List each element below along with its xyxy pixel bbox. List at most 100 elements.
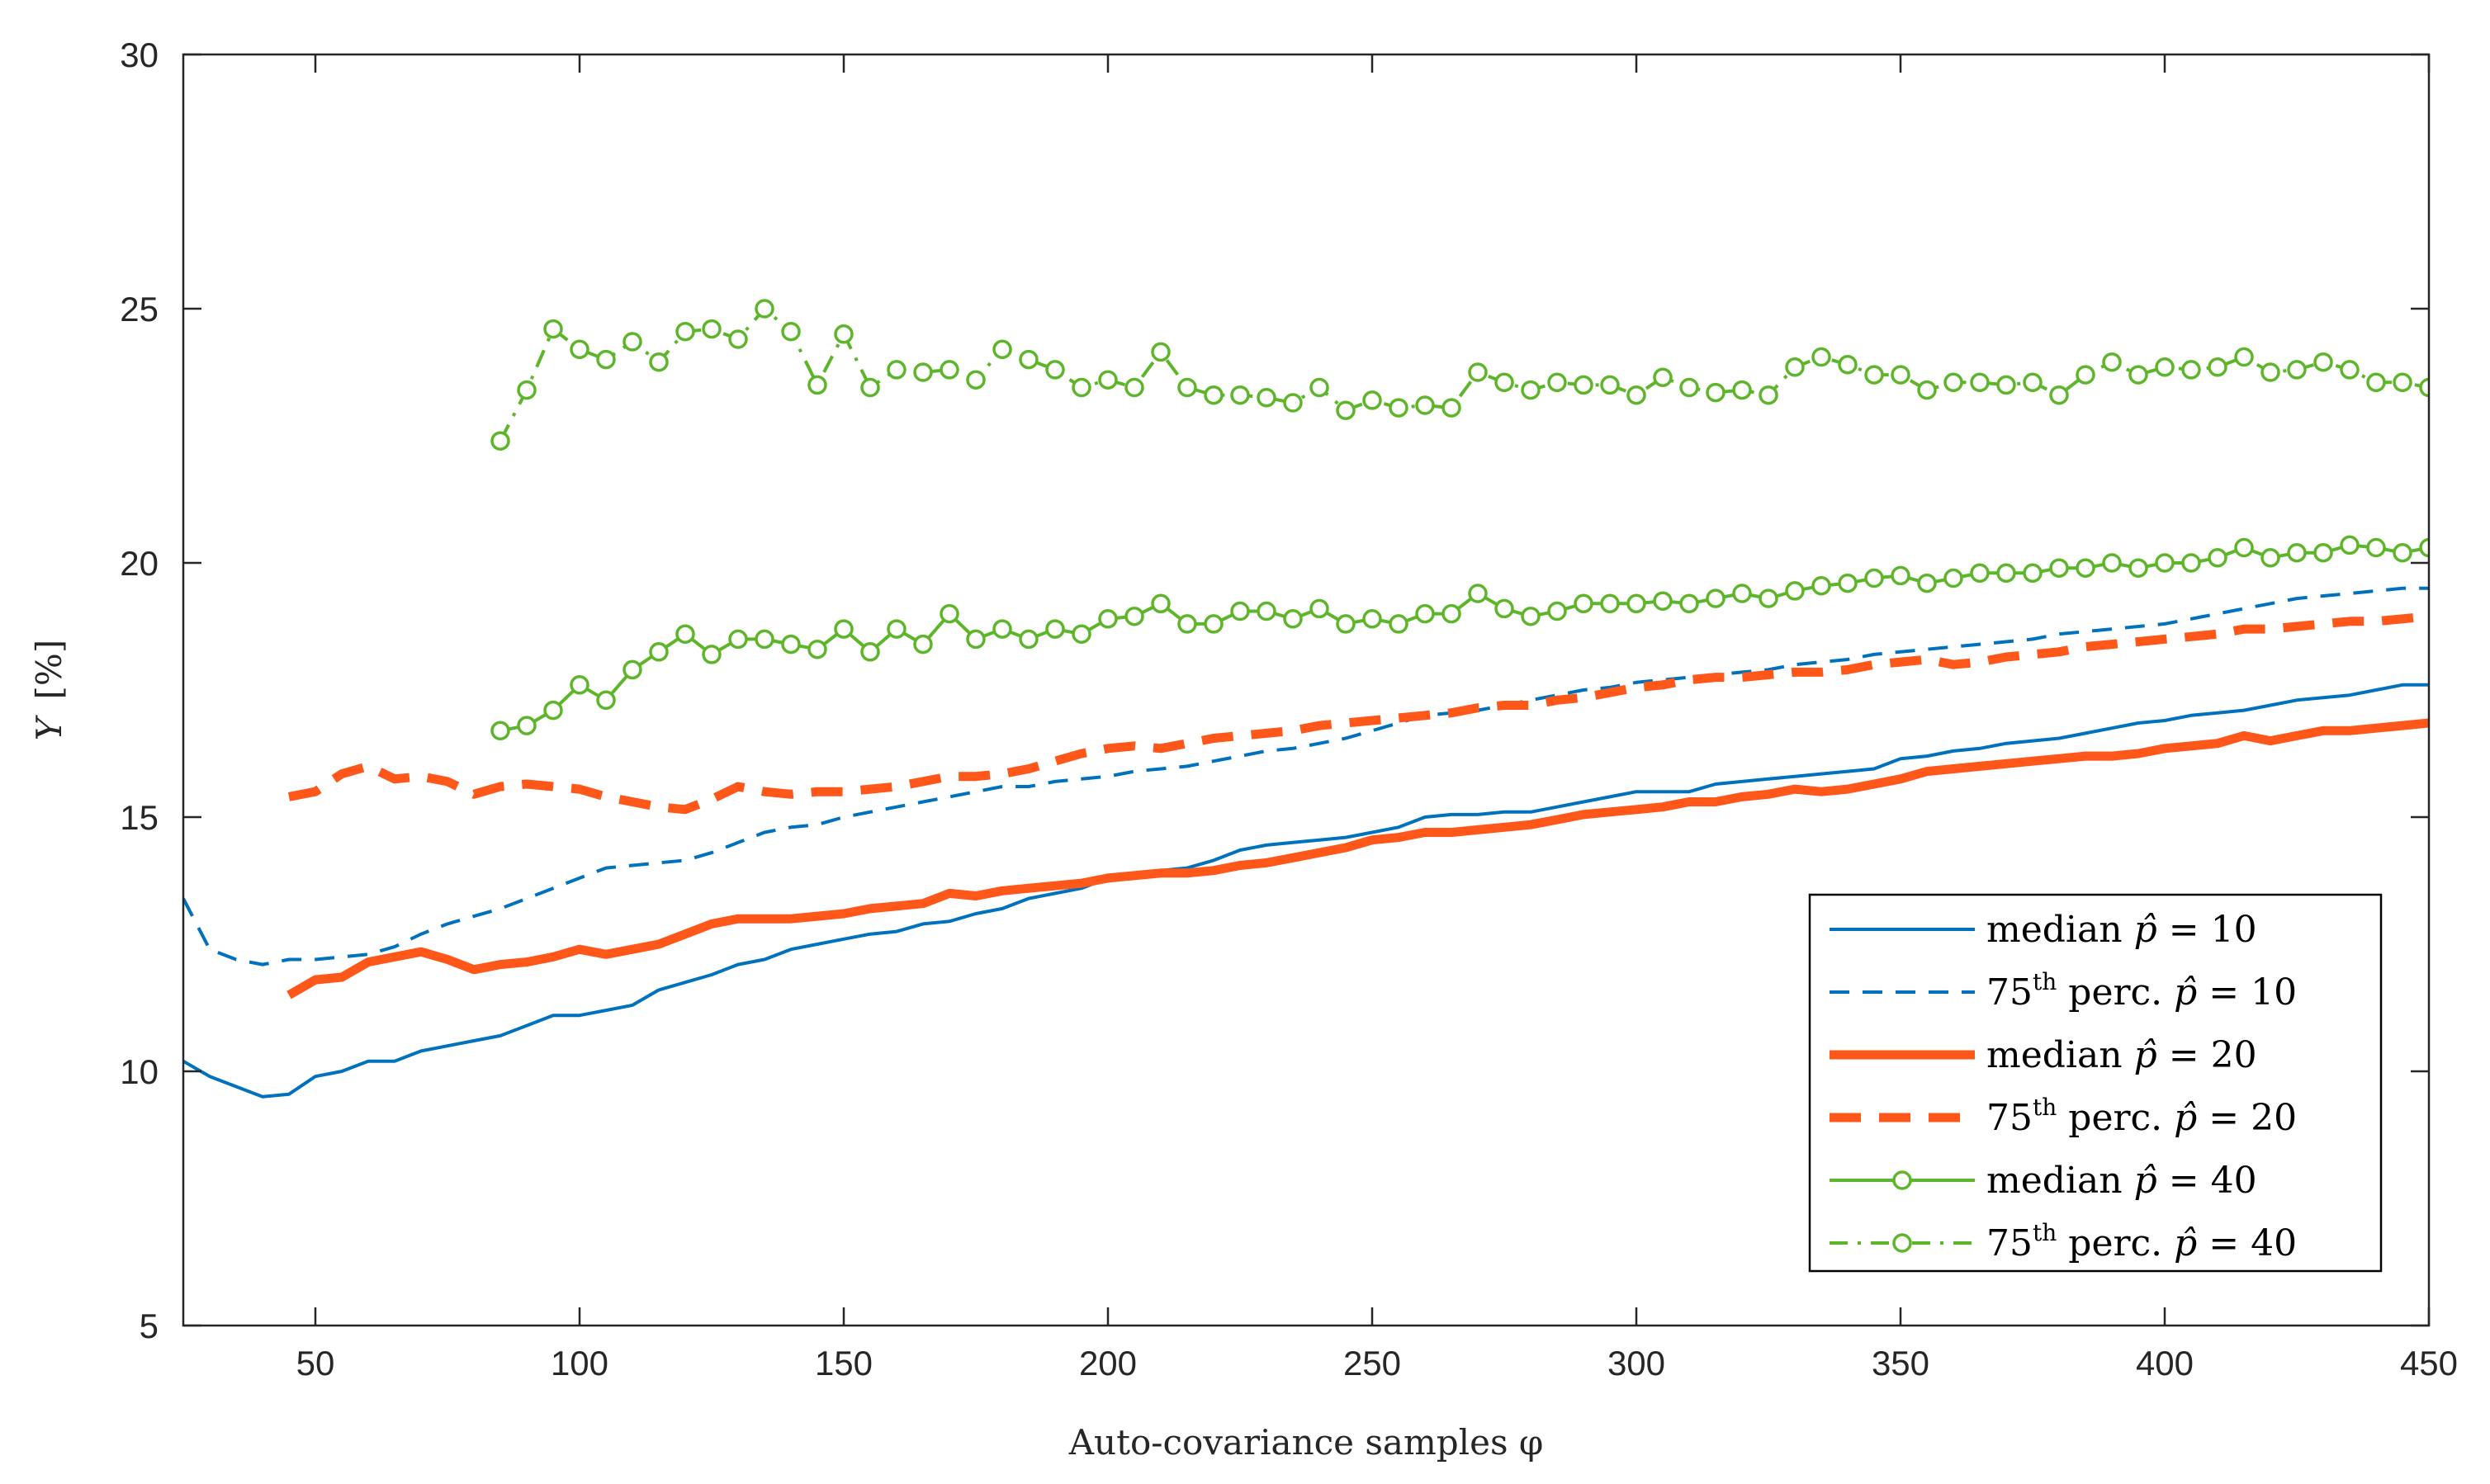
x-tick-label: 100 (551, 1344, 608, 1382)
data-point (1151, 593, 1171, 614)
data-point (2208, 357, 2227, 377)
data-point (1309, 598, 1329, 619)
data-point (1362, 609, 1382, 629)
series-layer (183, 299, 2429, 1099)
data-point (1706, 588, 1725, 608)
data-point (1177, 614, 1197, 634)
data-point (1679, 377, 1699, 398)
data-point (1838, 355, 1858, 375)
data-point (1706, 382, 1725, 403)
y-tick-label: 20 (120, 544, 159, 583)
data-point (2366, 372, 2386, 393)
data-point (887, 360, 907, 380)
data-point (2181, 360, 2201, 380)
data-point (1732, 380, 1752, 400)
data-point (860, 642, 880, 662)
legend-label: 75th perc. p̂ = 20 (1986, 1094, 2297, 1139)
data-point (1257, 388, 1276, 408)
data-point (1441, 398, 1461, 418)
series-line-4 (287, 612, 2429, 815)
data-point (490, 721, 510, 741)
data-point (1811, 575, 1831, 596)
data-point (992, 619, 1012, 639)
data-point (517, 380, 537, 400)
data-point (2155, 553, 2175, 573)
data-point (2076, 365, 2095, 385)
data-point (1811, 347, 1831, 367)
data-point (1679, 593, 1699, 614)
data-point (1970, 563, 1990, 584)
data-point (570, 339, 589, 360)
data-point (1151, 342, 1171, 362)
data-point (1785, 357, 1805, 377)
data-point (1600, 593, 1620, 614)
data-point (1943, 568, 1963, 588)
series-6 (490, 299, 2429, 451)
data-point (675, 321, 695, 342)
x-tick-label: 400 (2136, 1344, 2194, 1382)
y-tick-label: 10 (120, 1052, 159, 1091)
legend-marker (1892, 1170, 1912, 1190)
data-point (860, 377, 880, 398)
series-line-1 (183, 683, 2429, 1099)
y-axis-label: Y[%] (29, 640, 69, 740)
legend-label: median p̂ = 20 (1986, 1034, 2257, 1076)
data-point (2419, 377, 2429, 398)
data-point (2023, 372, 2043, 393)
data-point (1336, 614, 1356, 634)
legend-entry-5: median p̂ = 40 (1830, 1160, 2257, 1202)
data-point (1785, 581, 1805, 601)
data-point (2287, 542, 2307, 563)
data-point (649, 352, 669, 372)
series-4 (287, 612, 2429, 815)
data-point (1494, 372, 1514, 393)
legend-entry-3: median p̂ = 20 (1830, 1034, 2257, 1076)
data-point (807, 375, 827, 395)
data-point (966, 370, 986, 390)
data-point (1230, 601, 1250, 621)
data-point (1996, 563, 2016, 584)
legend-entry-4: 75th perc. p̂ = 20 (1830, 1094, 2297, 1139)
data-point (1283, 393, 1303, 413)
legend-entry-1: median p̂ = 10 (1830, 909, 2257, 951)
data-point (2393, 542, 2412, 563)
data-point (1309, 377, 1329, 398)
legend-label: 75th perc. p̂ = 40 (1986, 1219, 2297, 1264)
x-tick-label: 350 (1872, 1344, 1929, 1382)
y-tick-label: 25 (120, 290, 159, 328)
data-point (1124, 606, 1144, 626)
data-point (675, 624, 695, 644)
data-point (1019, 349, 1039, 370)
data-point (2128, 558, 2148, 578)
x-tick-label: 50 (296, 1344, 335, 1382)
data-point (1072, 624, 1091, 644)
data-point (1336, 400, 1356, 420)
data-point (622, 659, 642, 680)
data-point (1917, 380, 1937, 400)
data-point (1072, 377, 1091, 398)
data-point (2313, 542, 2333, 563)
x-tick-label: 200 (1079, 1344, 1137, 1382)
data-point (1389, 614, 1408, 634)
data-point (2181, 553, 2201, 573)
data-point (2260, 548, 2280, 568)
data-point (1045, 619, 1065, 639)
data-point (2340, 360, 2360, 380)
data-point (1257, 601, 1276, 621)
data-point (1283, 609, 1303, 629)
data-point (517, 716, 537, 735)
data-point (1019, 629, 1039, 650)
data-point (2128, 365, 2148, 385)
data-point (2287, 360, 2307, 380)
data-point (649, 642, 669, 662)
legend-label: median p̂ = 40 (1986, 1160, 2257, 1202)
data-point (2102, 553, 2122, 573)
data-point (702, 645, 722, 664)
x-tick-label: 150 (815, 1344, 873, 1382)
data-point (834, 619, 854, 639)
data-point (728, 629, 748, 650)
x-tick-label: 300 (1607, 1344, 1665, 1382)
data-point (966, 629, 986, 650)
data-point (1468, 362, 1488, 382)
